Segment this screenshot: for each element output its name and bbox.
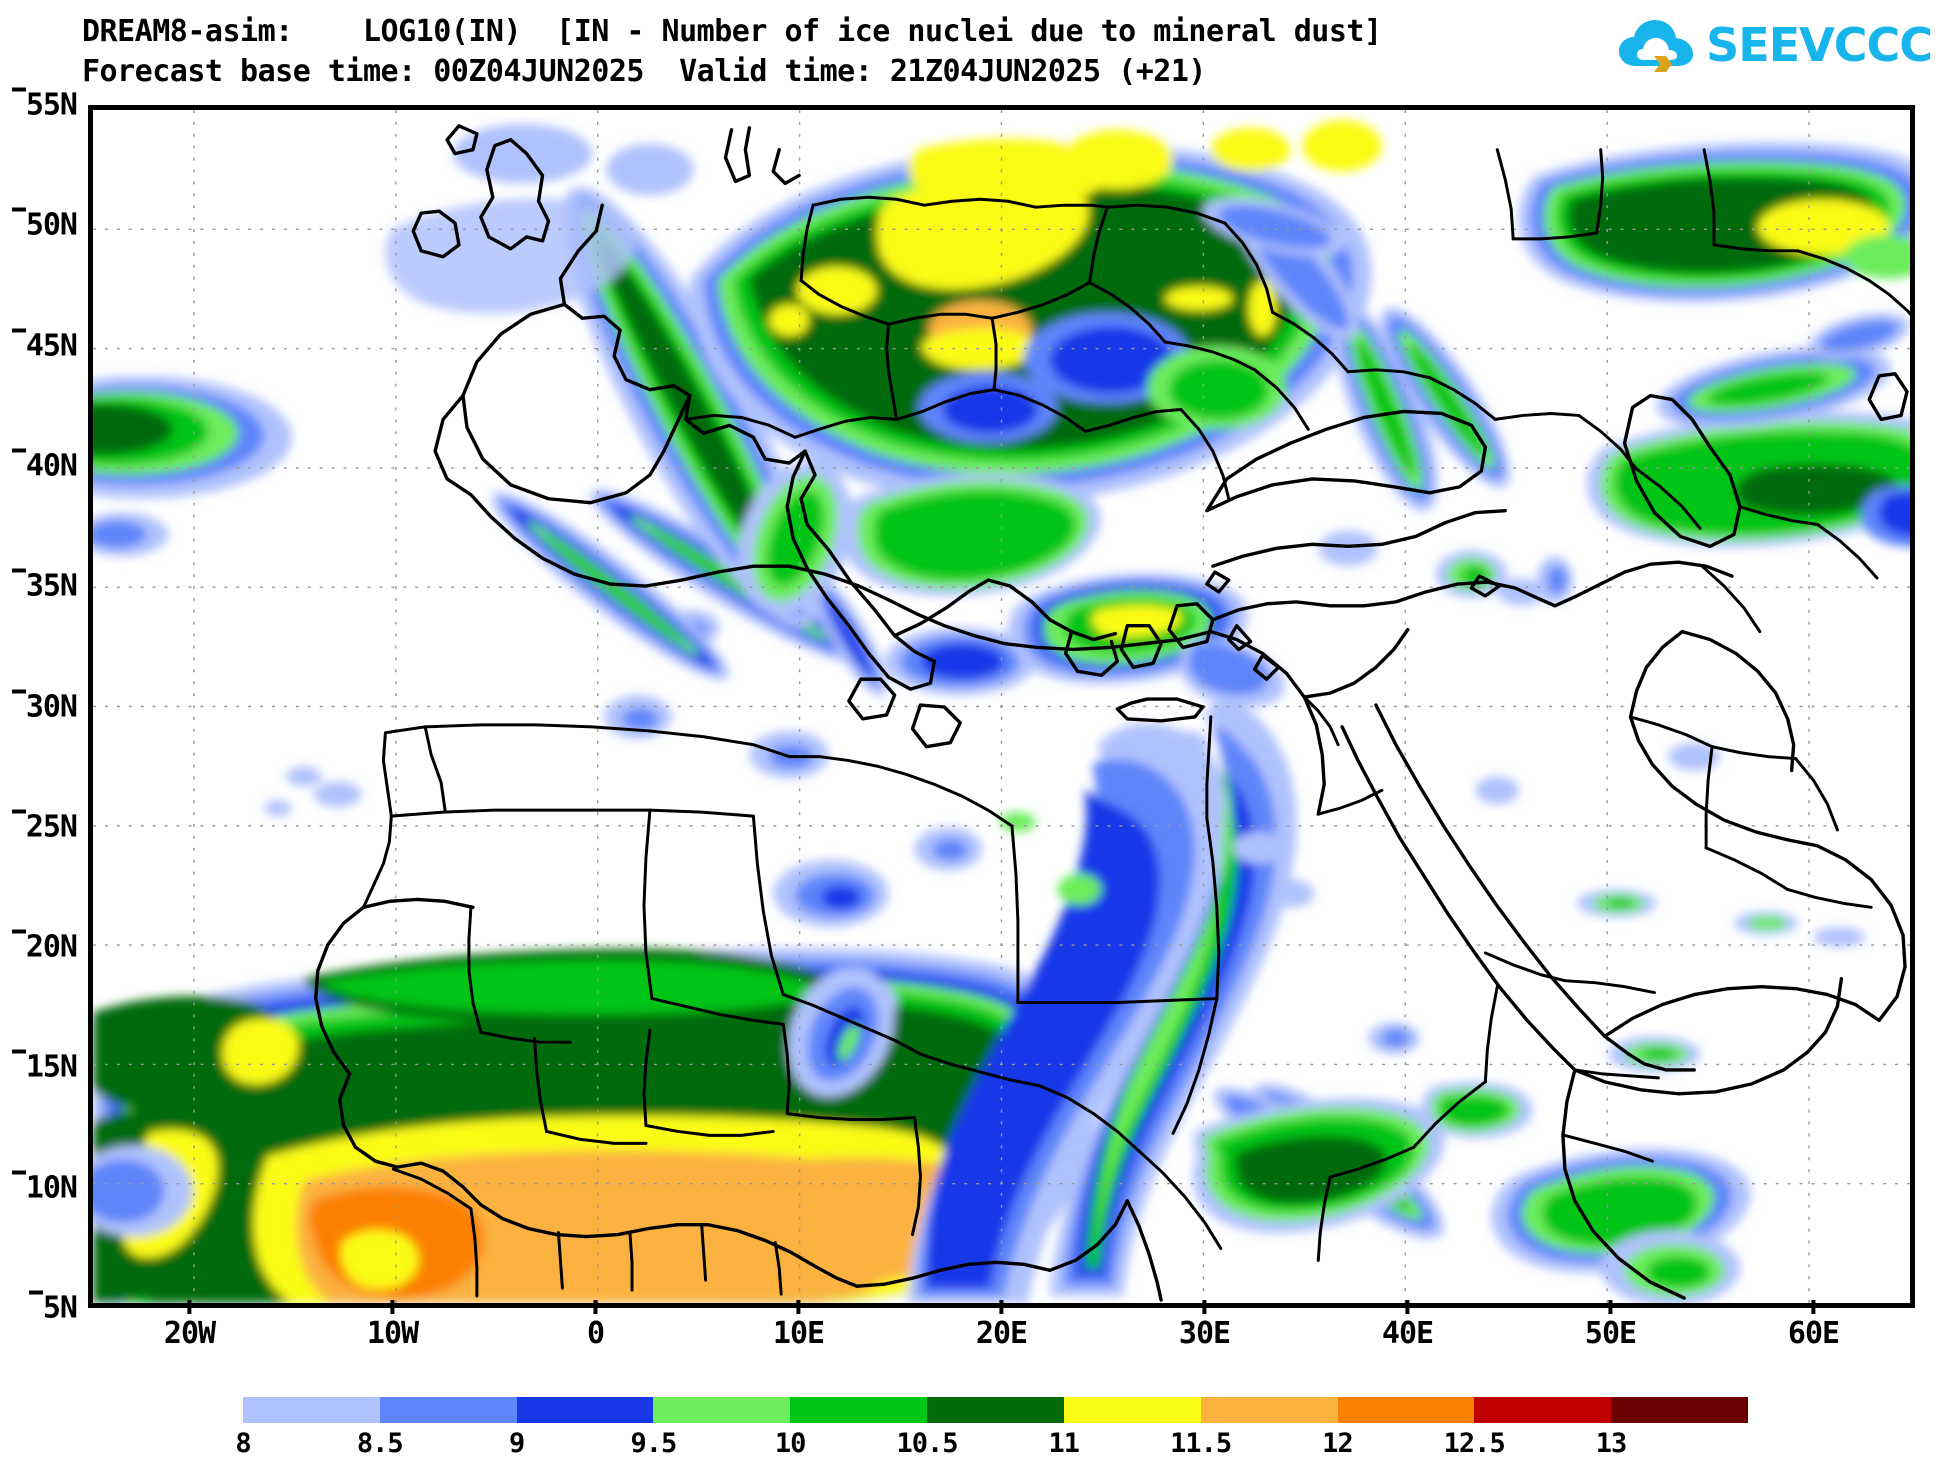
ytick-55N: 55N — [11, 87, 78, 123]
colorbar-label-12: 12 — [1322, 1428, 1354, 1459]
colorbar-label-8.5: 8.5 — [356, 1428, 404, 1459]
xtick-10W: 10W — [367, 1300, 419, 1351]
colorbar-cell-5 — [927, 1397, 1064, 1423]
xtick-mark — [1811, 1300, 1816, 1314]
ytick-mark — [11, 1170, 26, 1175]
xtick-mark — [390, 1300, 395, 1314]
ytick-50N: 50N — [11, 207, 78, 243]
xtick-mark — [1405, 1300, 1410, 1314]
ytick-20N: 20N — [11, 929, 78, 965]
ytick-mark — [11, 809, 26, 814]
header-title-line: DREAM8-asim: LOG10(IN) [IN - Number of i… — [82, 14, 1382, 49]
ytick-5N: 5N — [28, 1290, 78, 1326]
ytick-mark — [11, 207, 26, 212]
colorbar-label-9: 9 — [508, 1428, 525, 1459]
colorbar — [243, 1397, 1748, 1423]
xtick-20E: 20E — [976, 1300, 1028, 1351]
colorbar-label-9.5: 9.5 — [630, 1428, 678, 1459]
seevccc-logo: SEEVCCC — [1618, 12, 1933, 78]
ytick-mark — [11, 929, 26, 934]
xtick-mark — [187, 1300, 192, 1314]
ytick-30N: 30N — [11, 689, 78, 724]
ytick-mark — [11, 448, 26, 453]
coastlines-layer — [314, 124, 1910, 1302]
ytick-40N: 40N — [11, 448, 78, 483]
colorbar-labels: 8 8.5 9 9.5 10 10.5 11 11.5 12 12.5 13 — [0, 1428, 1942, 1468]
colorbar-label-11.5: 11.5 — [1170, 1428, 1232, 1459]
map-plot-area — [88, 105, 1915, 1308]
xtick-30E: 30E — [1179, 1300, 1231, 1351]
colorbar-cell-3 — [653, 1397, 791, 1423]
colorbar-label-12.5: 12.5 — [1443, 1428, 1506, 1459]
ytick-mark — [28, 1290, 43, 1295]
ytick-25N: 25N — [11, 809, 78, 844]
ytick-45N: 45N — [11, 328, 78, 363]
ytick-10N: 10N — [11, 1170, 78, 1205]
dust-concentration-map — [93, 110, 1910, 1303]
colorbar-cell-0 — [243, 1397, 380, 1423]
colorbar-cell-9 — [1474, 1397, 1612, 1423]
colorbar-label-8: 8 — [235, 1428, 251, 1459]
colorbar-label-13: 13 — [1595, 1428, 1628, 1459]
xtick-mark — [796, 1300, 801, 1314]
logo-text: SEEVCCC — [1706, 18, 1933, 72]
colorbar-label-10.5: 10.5 — [896, 1428, 958, 1459]
xtick-mark — [999, 1300, 1004, 1314]
xtick-20W: 20W — [164, 1300, 216, 1351]
xtick-mark — [1608, 1300, 1613, 1314]
xtick-60E: 60E — [1788, 1300, 1840, 1351]
colorbar-cell-6 — [1063, 1397, 1201, 1423]
xtick-50E: 50E — [1585, 1300, 1637, 1351]
ytick-35N: 35N — [11, 568, 78, 604]
ytick-mark — [11, 87, 26, 92]
xtick-mark — [1202, 1300, 1207, 1314]
ytick-mark — [11, 689, 26, 693]
ytick-15N: 15N — [11, 1049, 78, 1085]
header-time-line: Forecast base time: 00Z04JUN2025 Valid t… — [82, 54, 1206, 89]
ytick-mark — [11, 1049, 26, 1054]
colorbar-cell-1 — [379, 1397, 517, 1423]
colorbar-cell-4 — [790, 1397, 928, 1423]
xtick-mark — [593, 1300, 598, 1314]
ytick-mark — [11, 328, 26, 333]
xtick-40E: 40E — [1382, 1300, 1434, 1351]
colorbar-cell-10 — [1611, 1397, 1748, 1423]
header: DREAM8-asim: LOG10(IN) [IN - Number of i… — [0, 0, 1942, 100]
colorbar-cell-2 — [516, 1397, 654, 1423]
colorbar-cell-8 — [1337, 1397, 1475, 1423]
xtick-10E: 10E — [773, 1300, 825, 1351]
colorbar-label-10: 10 — [774, 1428, 807, 1459]
ytick-mark — [11, 568, 26, 573]
cloud-icon — [1618, 16, 1696, 74]
colorbar-label-11: 11 — [1048, 1428, 1081, 1459]
colorbar-cell-7 — [1200, 1397, 1338, 1423]
xtick-0: 0 — [587, 1300, 605, 1351]
